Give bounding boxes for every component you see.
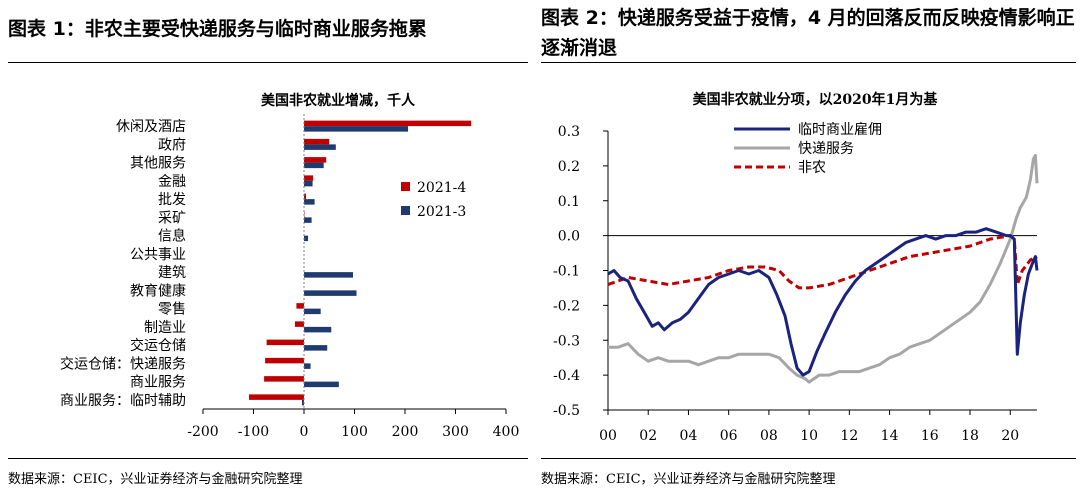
x-tick-label: 06 bbox=[720, 428, 738, 444]
x-tick-label: 10 bbox=[800, 428, 818, 444]
bar-2021-4 bbox=[304, 175, 314, 181]
bar-2021-3 bbox=[304, 326, 332, 333]
category-label: 交运仓储：快递服务 bbox=[60, 355, 186, 372]
category-label: 商业服务 bbox=[130, 375, 186, 391]
bar-2021-4 bbox=[264, 376, 304, 382]
bar-2021-3 bbox=[301, 399, 304, 406]
y-tick-label: 0.1 bbox=[558, 194, 580, 210]
category-label: 休闲及酒店 bbox=[116, 119, 186, 135]
bar-2021-4 bbox=[296, 303, 304, 309]
category-label: 其他服务 bbox=[130, 156, 186, 172]
bar-2021-3 bbox=[304, 180, 313, 187]
y-tick-label: -0.5 bbox=[553, 403, 580, 419]
x-tick-label: 08 bbox=[760, 428, 778, 444]
bar-2021-4 bbox=[304, 157, 327, 163]
x-tick-label: 20 bbox=[1001, 428, 1019, 444]
bar-2021-4 bbox=[266, 339, 304, 346]
bar-2021-4 bbox=[265, 357, 304, 364]
bar-2021-3 bbox=[304, 199, 315, 205]
category-label: 政府 bbox=[158, 137, 186, 153]
employment-change-bar-chart: 美国非农就业增减，千人休闲及酒店政府其他服务金融批发采矿信息公共事业建筑教育健康… bbox=[60, 92, 520, 440]
bar-2021-3 bbox=[304, 144, 336, 150]
employment-index-line-chart: 美国非农就业分项，以2020年1月为基 -0.5 -0.4 -0.3 -0.2 -0.1 0… bbox=[553, 91, 1039, 444]
y-tick-label: 0.2 bbox=[558, 159, 580, 175]
x-tick-label: 04 bbox=[680, 428, 698, 444]
x-tick-label: 12 bbox=[840, 428, 858, 444]
x-tick-label: 02 bbox=[639, 428, 657, 444]
legend-label: 2021-4 bbox=[417, 180, 466, 196]
category-label: 商业服务：临时辅助 bbox=[60, 393, 186, 409]
series-line-非农 bbox=[607, 234, 1038, 290]
footer-divider-right bbox=[541, 458, 1076, 459]
chart-2-header: 图表 2：快递服务受益于疫情，4 月的回落反而反映疫情影响正逐渐消退 bbox=[541, 7, 1075, 59]
y-tick-label: -0.3 bbox=[553, 333, 580, 349]
legend-label: 非农 bbox=[798, 160, 826, 176]
bar-2021-3 bbox=[304, 381, 339, 388]
y-tick-label: -0.2 bbox=[553, 298, 580, 314]
x-tick-label: 0 bbox=[300, 424, 309, 440]
footer-divider-left bbox=[8, 458, 528, 459]
category-label: 公共事业 bbox=[130, 247, 186, 263]
y-tick-label: 0.3 bbox=[558, 124, 580, 140]
x-tick-label: 16 bbox=[921, 428, 939, 444]
series-line-快递服务 bbox=[608, 153, 1039, 384]
legend-label: 临时商业雇佣 bbox=[798, 121, 882, 138]
header-divider-left bbox=[8, 62, 528, 63]
x-tick-label: 100 bbox=[341, 424, 368, 440]
bar-2021-4 bbox=[304, 138, 330, 145]
y-tick-label: -0.1 bbox=[553, 264, 580, 280]
legend-swatch bbox=[401, 206, 410, 215]
bar-2021-3 bbox=[304, 308, 321, 315]
category-label: 信息 bbox=[158, 228, 186, 245]
bar-2021-3 bbox=[304, 126, 409, 132]
category-label: 零售 bbox=[158, 302, 186, 318]
category-label: 批发 bbox=[158, 192, 186, 208]
x-tick-label: 300 bbox=[442, 424, 469, 440]
bar-2021-3 bbox=[304, 290, 357, 296]
bar-2021-3 bbox=[304, 363, 311, 369]
legend-label: 快递服务 bbox=[798, 141, 854, 157]
bar-2021-3 bbox=[304, 235, 309, 242]
line-chart-title: 美国非农就业分项，以2020年1月为基 bbox=[693, 91, 939, 108]
series-line-临时商业雇佣 bbox=[607, 227, 1039, 377]
bar-2021-4 bbox=[304, 120, 472, 127]
category-label: 制造业 bbox=[144, 320, 186, 336]
bar-2021-3 bbox=[304, 217, 312, 223]
bar-2021-4 bbox=[248, 394, 304, 400]
x-tick-label: 200 bbox=[392, 424, 419, 440]
x-tick-label: 14 bbox=[881, 428, 899, 444]
header-divider-right bbox=[541, 62, 1076, 63]
bar-2021-3 bbox=[304, 162, 324, 169]
category-label: 金融 bbox=[158, 174, 186, 190]
category-label: 建筑 bbox=[158, 265, 186, 281]
legend-swatch bbox=[401, 182, 410, 191]
category-label: 教育健康 bbox=[130, 282, 186, 299]
x-tick-label: 00 bbox=[599, 428, 617, 444]
chart-2-source: 数据来源：CEIC，兴业证券经济与金融研究院整理 bbox=[541, 472, 836, 487]
legend-label: 2021-3 bbox=[417, 204, 466, 220]
y-tick-label: 0.0 bbox=[558, 229, 580, 245]
bar-2021-4 bbox=[294, 321, 304, 327]
y-tick-label: -0.4 bbox=[553, 368, 580, 384]
chart-1-header: 图表 1：非农主要受快递服务与临时商业服务拖累 bbox=[8, 18, 427, 40]
x-tick-label: 400 bbox=[493, 424, 520, 440]
bar-2021-4 bbox=[304, 193, 307, 200]
chart-1-source: 数据来源：CEIC，兴业证券经济与金融研究院整理 bbox=[8, 472, 303, 487]
x-tick-label: 18 bbox=[961, 428, 979, 444]
category-label: 交运仓储 bbox=[130, 337, 186, 354]
category-label: 采矿 bbox=[158, 210, 186, 226]
x-tick-label: -100 bbox=[238, 424, 269, 440]
bar-chart-title: 美国非农就业增减，千人 bbox=[261, 92, 416, 109]
bar-2021-3 bbox=[304, 345, 328, 351]
bar-2021-3 bbox=[304, 272, 353, 278]
x-tick-label: -200 bbox=[187, 424, 218, 440]
